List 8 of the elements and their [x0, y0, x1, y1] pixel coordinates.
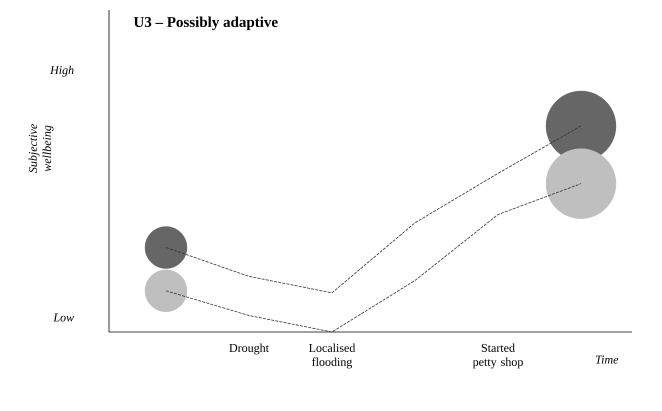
y-axis-title: Subjective wellbeing: [28, 124, 54, 173]
x-tick-label: Started petty shop: [472, 344, 523, 368]
text: High: [50, 66, 74, 77]
chart-title: U3 – Possibly adaptive: [134, 16, 278, 30]
x-axis-title: Time: [596, 356, 618, 364]
x-tick-label: Localised flooding: [309, 344, 356, 368]
x-tick-label: Drought: [229, 344, 269, 354]
text: Low: [53, 314, 74, 322]
